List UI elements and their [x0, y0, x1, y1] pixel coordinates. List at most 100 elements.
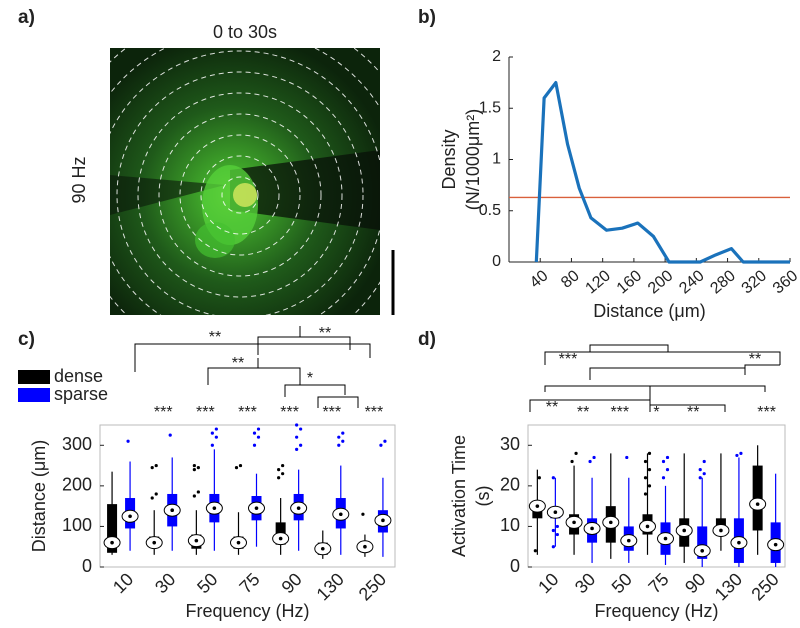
x-tick-label: 75 [235, 569, 263, 597]
outlier [192, 468, 196, 472]
comparison-label: ** [546, 399, 558, 416]
median-dot [236, 540, 241, 545]
y-axis-label: (N/1000μm²) [463, 109, 483, 210]
x-tick-label: 130 [711, 569, 746, 604]
significance: *** [238, 404, 257, 421]
outlier [150, 496, 154, 500]
outlier [295, 423, 299, 427]
x-tick-label: 30 [571, 569, 599, 597]
y-tick-label: 10 [500, 515, 520, 535]
y-axis-label: Distance (μm) [29, 440, 49, 552]
outlier [379, 443, 383, 447]
outlier [739, 451, 743, 455]
outlier [126, 439, 130, 443]
outlier [150, 466, 154, 470]
x-tick-label: 50 [193, 569, 221, 597]
x-axis-label: Frequency (Hz) [185, 601, 309, 621]
outlier [252, 443, 257, 447]
legend-label: sparse [54, 384, 108, 404]
plot-frame [527, 424, 786, 568]
comparison-bracket [207, 358, 301, 385]
comparison-label: ** [232, 355, 244, 372]
median-dot [296, 506, 301, 510]
ring [116, 71, 364, 315]
significance: *** [196, 404, 215, 421]
outlier [281, 472, 285, 476]
y-tick-label: 0.5 [479, 202, 501, 219]
legend-label: dense [54, 366, 103, 386]
median-dot [278, 536, 283, 541]
legend-swatch [18, 370, 50, 384]
outlier [256, 435, 261, 439]
box [107, 504, 118, 553]
comparison-label: * [307, 370, 313, 387]
median-dot [363, 544, 367, 549]
outlier [647, 468, 652, 472]
micrograph [110, 48, 380, 315]
y-tick-label: 0 [492, 253, 501, 270]
x-tick-label: 90 [681, 569, 709, 597]
outlier [295, 447, 299, 451]
y-tick-label: 1 [492, 151, 501, 168]
comparison-label: *** [559, 351, 578, 368]
outlier [154, 463, 158, 468]
y-axis-label: (s) [473, 486, 493, 507]
outlier [661, 459, 666, 464]
image-title: 0 to 30s [213, 22, 277, 42]
outlier [643, 459, 648, 464]
outlier [210, 431, 214, 435]
ring [221, 176, 259, 214]
outlier [277, 468, 281, 472]
comparison-bracket [284, 378, 359, 408]
median-dot [381, 518, 385, 523]
outlier [214, 435, 218, 439]
x-tick-label: 160 [614, 267, 645, 297]
x-tick-label: 10 [534, 569, 562, 597]
outlier [625, 455, 629, 460]
outlier [551, 528, 555, 533]
significance: *** [154, 404, 173, 421]
outlier [252, 431, 257, 435]
comparison-bracket [134, 343, 371, 372]
x-tick-label: 360 [770, 267, 800, 297]
outlier [551, 545, 555, 549]
outlier [295, 435, 299, 439]
outlier [551, 476, 555, 480]
outlier [570, 459, 574, 464]
outlier [192, 494, 196, 498]
outlier [196, 490, 200, 494]
outlier [533, 549, 537, 553]
outlier [555, 524, 559, 529]
x-axis-label: Frequency (Hz) [594, 601, 718, 621]
median-dot [152, 540, 157, 545]
y-axis-label: Activation Time [449, 435, 469, 557]
x-tick-label: 130 [313, 569, 348, 604]
median-dot [572, 520, 576, 525]
significance: *** [610, 404, 629, 421]
median-dot [737, 540, 741, 545]
y-tick-label: 2 [492, 48, 501, 65]
outlier [341, 439, 345, 443]
outlier [643, 476, 648, 480]
data-line [534, 81, 790, 264]
x-tick-label: 10 [109, 569, 137, 597]
x-tick-label: 75 [644, 569, 672, 597]
outlier [555, 532, 559, 537]
outlier [277, 476, 281, 480]
significance: *** [365, 404, 384, 421]
outlier [537, 476, 541, 480]
median-dot [535, 504, 540, 508]
outlier [214, 427, 218, 431]
median-dot [719, 528, 723, 533]
median-dot [590, 526, 594, 531]
x-tick-label: 50 [608, 569, 636, 597]
x-tick-label: 280 [707, 267, 738, 297]
x-tick-label: 240 [676, 267, 707, 297]
outlier [238, 463, 243, 468]
median-dot [128, 514, 132, 519]
ring [137, 92, 343, 298]
comparison-bracket [529, 385, 766, 412]
y-tick-label: 30 [500, 434, 520, 454]
x-tick-label: 250 [355, 569, 390, 604]
median-dot [194, 538, 199, 543]
